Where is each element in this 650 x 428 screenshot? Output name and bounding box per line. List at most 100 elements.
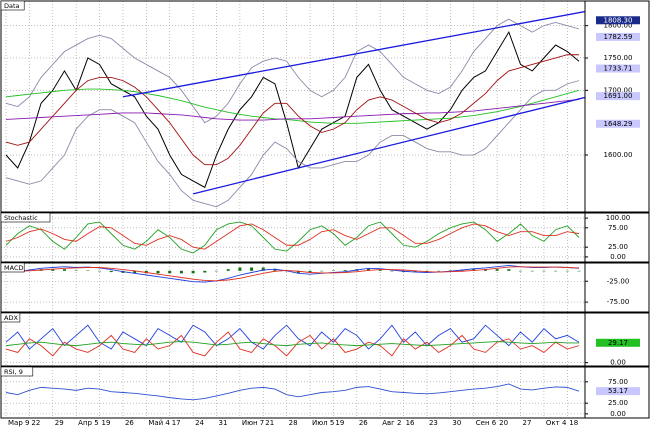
series-line <box>5 341 579 347</box>
x-tick-label: Сен 6 <box>476 419 497 427</box>
price-marker-label: 1733.71 <box>604 65 633 73</box>
y-tick-label: 0.00 <box>610 359 626 367</box>
series-line <box>5 80 580 208</box>
series-line <box>5 98 580 121</box>
x-tick-label: Авг 2 <box>382 419 401 427</box>
histogram-bar <box>390 270 394 272</box>
price-marker-box <box>596 119 640 128</box>
series-line <box>5 18 580 124</box>
x-tick-label: 27 <box>523 419 532 427</box>
panel-title: RSI, 9 <box>4 368 23 376</box>
histogram-bar <box>343 270 347 271</box>
panel-title-box <box>0 0 25 11</box>
histogram-bar <box>542 270 546 272</box>
histogram-bar <box>378 270 382 271</box>
y-tick-label: -75.00 <box>607 298 630 306</box>
histogram-bar <box>62 269 66 271</box>
x-tick-label: 31 <box>218 419 227 427</box>
x-tick-label: 16 <box>406 419 415 427</box>
panel-title-box <box>0 312 21 323</box>
y-tick-label: 25.00 <box>608 399 628 407</box>
y-tick-label: -25.00 <box>607 277 630 285</box>
histogram-bar <box>308 270 312 273</box>
series-line <box>5 88 580 124</box>
histogram-bar <box>261 267 265 271</box>
histogram-bar <box>179 270 183 274</box>
x-tick-label: 26 <box>359 419 368 427</box>
histogram-bar <box>437 270 441 272</box>
series-line <box>5 54 579 166</box>
series-line <box>5 383 580 401</box>
panel-title: Data <box>4 2 20 10</box>
histogram-bar <box>168 270 172 274</box>
histogram-bar <box>331 270 335 271</box>
x-tick-label: Июл 5 <box>312 419 334 427</box>
series-line <box>5 266 580 282</box>
y-tick-label: 1750.00 <box>604 54 633 62</box>
y-tick-label: 1600.00 <box>604 151 633 159</box>
x-tick-label: 19 <box>102 419 111 427</box>
panel-title-box <box>0 366 34 377</box>
histogram-bar <box>577 270 581 272</box>
price-marker-label: 1691.00 <box>604 92 633 100</box>
x-tick-label: 20 <box>499 419 508 427</box>
histogram-bar <box>74 270 78 271</box>
histogram-bar <box>554 270 558 272</box>
price-marker-box <box>596 387 640 396</box>
histogram-bar <box>203 270 207 273</box>
histogram-bar <box>367 268 371 271</box>
x-tick-label: 23 <box>429 419 438 427</box>
axis-frame <box>584 262 650 313</box>
panel-title: Stochastic <box>4 214 38 222</box>
histogram-bar <box>98 270 102 272</box>
histogram-bar <box>226 269 230 271</box>
x-tick-label: 28 <box>289 419 298 427</box>
price-marker-label: 1648.29 <box>604 120 633 128</box>
x-tick-label: 18 <box>569 419 578 427</box>
histogram-bar <box>133 270 137 274</box>
panel <box>1 213 585 262</box>
axis-frame <box>584 212 650 263</box>
panel <box>1 1 585 212</box>
y-tick-label: 100.00 <box>606 214 631 222</box>
histogram-bar <box>273 268 277 271</box>
panel-title: MACD <box>4 264 23 272</box>
x-tick-label: Мар 9 <box>8 419 29 427</box>
series-line <box>5 331 580 357</box>
histogram-bar <box>51 269 55 271</box>
axis-frame <box>584 0 650 213</box>
x-tick-label: Окт 4 <box>546 419 567 427</box>
price-marker-box <box>596 16 640 25</box>
series-line <box>5 30 580 189</box>
panel-title-box <box>0 262 25 273</box>
histogram-bar <box>448 270 452 271</box>
histogram-bar <box>191 270 195 274</box>
y-tick-label: 0.00 <box>610 253 626 261</box>
axis-frame <box>584 366 650 419</box>
series-line <box>5 264 580 283</box>
x-tick-label: 19 <box>335 419 344 427</box>
x-tick-label: 21 <box>265 419 274 427</box>
x-tick-label: Апр 5 <box>78 419 99 427</box>
series-line <box>5 223 580 250</box>
y-tick-label: 25.00 <box>608 243 628 251</box>
histogram-bar <box>519 270 523 272</box>
panel <box>1 313 585 366</box>
price-marker-label: 29.17 <box>608 339 628 347</box>
price-marker-box <box>596 32 640 41</box>
histogram-bar <box>214 270 218 272</box>
x-tick-label: Май 4 <box>148 419 170 427</box>
y-tick-label: 75.00 <box>608 378 628 386</box>
price-marker-box <box>596 92 640 101</box>
histogram-bar <box>530 270 534 272</box>
y-tick-label: 1800.00 <box>604 22 633 30</box>
price-marker-label: 1782.59 <box>604 33 633 41</box>
price-marker-label: 1808.30 <box>604 16 633 24</box>
x-tick-label: Июн 7 <box>242 419 264 427</box>
histogram-bar <box>495 269 499 271</box>
y-tick-label: 0.00 <box>610 410 626 418</box>
axis-frame <box>584 312 650 367</box>
x-tick-label: 24 <box>195 419 204 427</box>
